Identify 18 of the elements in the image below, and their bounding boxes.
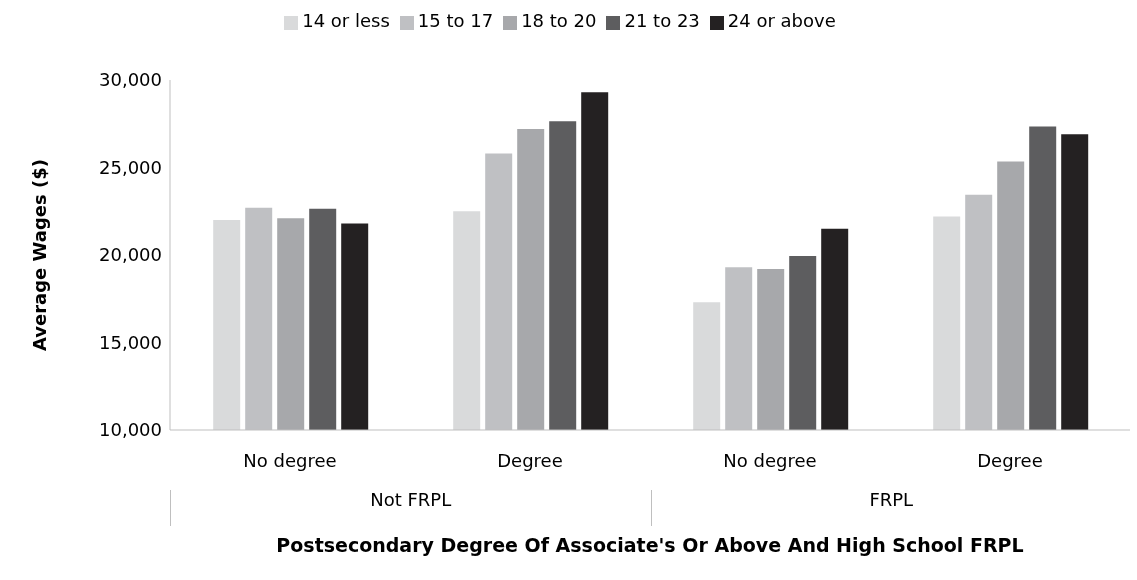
legend-label: 14 or less <box>302 10 390 31</box>
x-tick-label: Degree <box>977 449 1043 471</box>
y-tick-label: 15,000 <box>99 331 162 353</box>
x-tick-label: Degree <box>497 449 563 471</box>
legend-label: 21 to 23 <box>624 10 700 31</box>
text: Not FRPL <box>171 489 652 526</box>
y-tick-label: 20,000 <box>99 244 162 266</box>
y-tick-label: 25,000 <box>99 156 162 178</box>
x-tick-label: No degree <box>243 449 337 471</box>
y-tick-label: 30,000 <box>99 69 162 91</box>
legend-label: 18 to 20 <box>521 10 597 31</box>
y-tick-label: 10,000 <box>99 419 162 441</box>
legend-label: 24 or above <box>727 10 836 31</box>
x-axis-title: Postsecondary Degree Of Associate's Or Above And High School FRPL <box>275 534 1025 556</box>
x-tick-label: No degree <box>723 449 817 471</box>
legend-label: 15 to 17 <box>417 10 494 31</box>
text: FRPL <box>868 489 915 512</box>
y-axis-title: Average Wages ($) <box>29 158 51 352</box>
